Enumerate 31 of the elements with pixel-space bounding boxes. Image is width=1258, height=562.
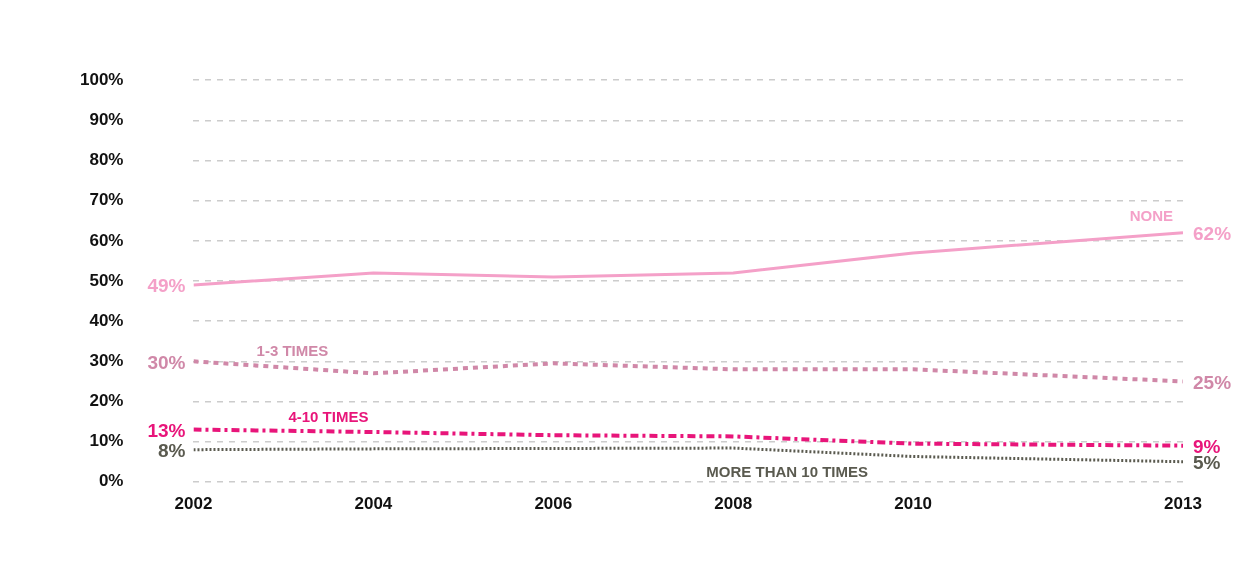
y-tick-label: 70% <box>89 190 124 210</box>
y-tick-label: 40% <box>89 310 124 330</box>
y-tick-label: 10% <box>89 431 124 451</box>
data-label: 62% <box>1193 223 1232 245</box>
x-tick-label: 2002 <box>174 493 213 513</box>
series-label: NONE <box>1129 206 1173 224</box>
x-tick-label: 2013 <box>1164 493 1202 513</box>
x-tick-label: 2004 <box>354 493 393 513</box>
y-tick-label: 50% <box>89 270 124 290</box>
x-tick-label: 2010 <box>894 493 933 513</box>
line-series <box>193 446 1183 464</box>
x-tick-label: 2006 <box>534 493 573 513</box>
series-label: 4-10 TIMES <box>288 407 369 425</box>
y-tick-label: 90% <box>89 110 124 130</box>
y-tick-label: 60% <box>89 230 124 250</box>
data-label: 13% <box>147 419 186 441</box>
line-series <box>193 427 1183 448</box>
line-series <box>193 359 1183 384</box>
data-label: 49% <box>147 275 186 297</box>
series-label: 1-3 TIMES <box>256 342 329 360</box>
y-tick-label: 0% <box>98 471 124 491</box>
y-tick-label: 20% <box>89 391 124 411</box>
x-tick-label: 2008 <box>714 493 753 513</box>
data-label: 9% <box>1193 435 1221 457</box>
data-label: 30% <box>147 351 186 373</box>
data-label: 8% <box>158 439 186 461</box>
y-tick-label: 100% <box>80 69 124 89</box>
y-tick-label: 30% <box>89 351 124 371</box>
y-tick-label: 80% <box>89 150 124 170</box>
series-label: MORE THAN 10 TIMES <box>706 462 869 480</box>
data-label: 25% <box>1193 371 1232 393</box>
